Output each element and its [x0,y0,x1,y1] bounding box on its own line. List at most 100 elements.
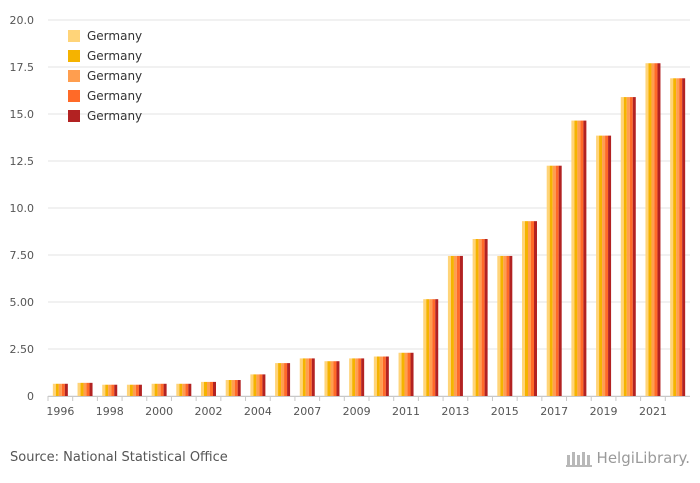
bar-2000-4 [160,383,164,396]
bar-1997-2 [80,382,84,396]
bar-2011-2 [401,352,405,396]
bar-2021-2 [648,63,652,397]
bar-2012-2 [426,299,430,396]
x-tick-label: 2000 [145,405,173,418]
bar-2021-4 [654,63,658,397]
bar-2009-1 [349,358,353,396]
legend-swatch [68,70,80,82]
bar-2000-3 [157,383,161,396]
bar-2005-4 [284,363,288,396]
bar-2016-1 [522,221,525,396]
y-tick-label: 7.50 [10,249,35,262]
y-tick-label: 10.0 [10,202,35,215]
bar-2014-2 [475,239,479,396]
bar-2010-1 [373,356,377,396]
x-tick-label: 2013 [441,405,469,418]
bar-2013-4 [456,255,460,396]
library-building-icon [565,452,592,467]
bar-2017-5 [558,165,562,396]
bar-1996-3 [58,383,62,396]
x-tick-label: 2007 [293,405,321,418]
bar-2001-5 [188,383,192,396]
legend-swatch [68,50,80,62]
bar-2019-4 [605,135,609,396]
bar-2003-3 [231,380,235,396]
bar-2000-1 [151,383,155,396]
bar-2015-5 [509,255,513,396]
bar-2010-4 [382,356,386,396]
bar-1999-3 [132,384,136,396]
bar-2009-2 [352,358,356,396]
bar-2005-2 [278,363,282,396]
bar-2014-5 [484,239,488,396]
bar-2015-4 [506,255,510,396]
bar-2012-1 [423,299,427,396]
legend-label: Germany [87,49,142,63]
bar-1997-5 [89,382,93,396]
bar-2013-2 [450,255,454,396]
bar-2007-3 [305,358,309,396]
bar-2012-3 [429,299,433,396]
bar-2011-5 [410,352,414,396]
bar-2009-4 [358,358,362,396]
bar-2020-1 [620,97,624,396]
bar-1997-4 [86,382,90,396]
legend-label: Germany [87,109,142,123]
bar-2010-2 [376,356,380,396]
bar-2019-3 [602,135,606,396]
y-tick-label: 0 [27,390,34,403]
bar-1997-3 [83,382,87,396]
bar-2015-1 [497,255,501,396]
bar-2017-3 [552,165,556,396]
bar-2007-4 [308,358,312,396]
bar-2002-3 [207,381,210,396]
x-tick-label: 1996 [46,405,74,418]
bar-2005-3 [281,363,285,396]
bar-2020-5 [632,97,636,396]
bar-1999-5 [138,384,142,396]
bar-2016-4 [531,221,534,396]
bar-2000-5 [163,383,167,396]
bar-2022-4 [679,78,683,396]
bar-2017-4 [555,165,559,396]
x-tick-label: 2017 [540,405,568,418]
bar-2007-1 [299,358,303,396]
bar-2011-4 [407,352,411,396]
source-note: Source: National Statistical Office [10,450,228,465]
bar-2022-2 [673,78,677,396]
bar-2018-4 [580,120,584,396]
bar-1998-3 [108,384,112,396]
x-tick-label: 2004 [244,405,272,418]
bar-2018-5 [583,120,587,396]
bar-1998-2 [105,384,109,396]
bar-2018-3 [577,120,581,396]
bar-2021-3 [651,63,655,397]
bar-2014-4 [481,239,485,396]
bar-1998-4 [111,384,115,396]
bar-1998-5 [114,384,118,396]
bar-2016-3 [528,221,531,396]
bar-2007-5 [311,358,315,396]
helgilibrary-logo[interactable]: HelgiLibrary. [565,448,690,468]
bar-2004-2 [253,374,257,396]
bar-2017-2 [549,165,553,396]
bar-2008-5 [336,361,340,396]
bar-2004-5 [262,374,266,396]
bar-2001-4 [185,383,189,396]
x-tick-label: 2011 [392,405,420,418]
legend-swatch [68,90,80,102]
bar-1996-4 [61,383,65,396]
bar-2005-5 [287,363,291,396]
bar-2004-3 [256,374,260,396]
bar-2022-3 [676,78,680,396]
bar-2020-3 [626,97,630,396]
bar-2003-2 [228,380,232,396]
bar-2020-4 [629,97,633,396]
bar-2022-5 [682,78,686,396]
y-tick-label: 15.0 [10,108,35,121]
bar-2000-2 [154,383,158,396]
bar-2012-4 [432,299,436,396]
bar-2013-1 [447,255,451,396]
bar-2001-1 [176,383,180,396]
